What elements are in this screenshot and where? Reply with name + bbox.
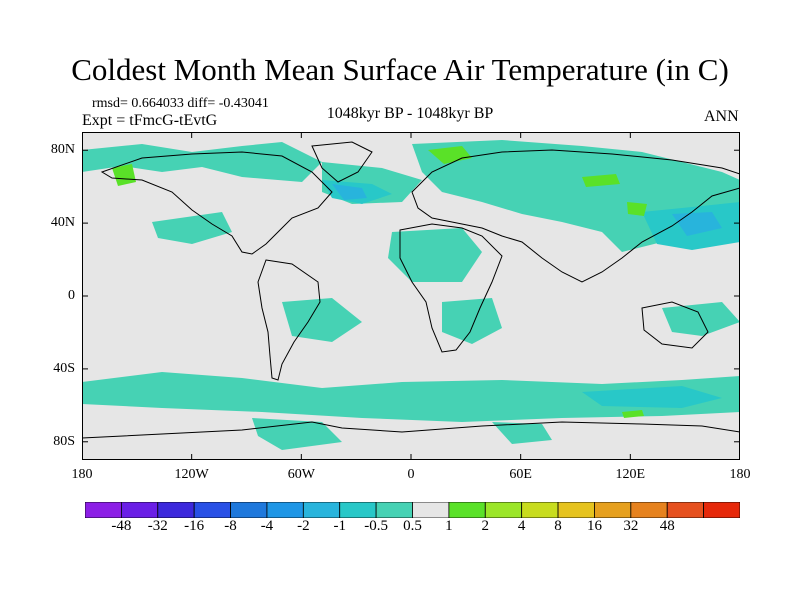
lat-tick-label: 80N bbox=[50, 142, 75, 158]
lat-tick-label: 40S bbox=[53, 360, 75, 376]
colorbar-label: -2 bbox=[297, 518, 310, 534]
colorbar-swatch bbox=[157, 502, 195, 518]
anomaly-patch bbox=[442, 298, 502, 344]
colorbar-label: -48 bbox=[111, 518, 132, 534]
lon-tick-label: 60W bbox=[287, 467, 315, 482]
lon-tick-label: 60E bbox=[509, 467, 532, 482]
chart-title: Coldest Month Mean Surface Air Temperatu… bbox=[71, 52, 729, 87]
anomaly-patches bbox=[82, 140, 740, 450]
colorbar-swatch bbox=[120, 502, 159, 518]
colorbar-label: 16 bbox=[586, 518, 602, 534]
lon-tick-label: 120W bbox=[174, 467, 209, 482]
colorbar-label: -1 bbox=[333, 518, 346, 534]
stats-annotation: rmsd= 0.664033 diff= -0.43041 bbox=[92, 96, 269, 111]
colorbar-swatch bbox=[193, 502, 231, 518]
anomaly-patch bbox=[82, 142, 322, 182]
coastline-eurasia bbox=[411, 149, 740, 283]
lon-tick-label: 0 bbox=[407, 467, 415, 482]
lat-tick-label: 0 bbox=[68, 288, 75, 303]
anomaly-patch bbox=[672, 212, 722, 236]
colorbar-swatch bbox=[85, 502, 122, 518]
anomaly-patch bbox=[82, 372, 740, 422]
anomaly-patch bbox=[332, 184, 367, 200]
anomaly-patch bbox=[152, 212, 232, 244]
anomaly-patch bbox=[428, 146, 472, 164]
colorbar-label: 48 bbox=[659, 518, 675, 534]
coastline-antarctica bbox=[82, 421, 740, 439]
colorbar-swatch bbox=[557, 502, 595, 518]
anomaly-patch bbox=[582, 174, 620, 187]
colorbar-label: 4 bbox=[517, 518, 526, 534]
colorbar-swatch bbox=[339, 502, 377, 518]
season-label: ANN bbox=[704, 108, 739, 125]
coastlines bbox=[82, 141, 740, 439]
colorbar-swatch bbox=[412, 502, 450, 518]
anomaly-patch bbox=[492, 422, 552, 444]
world-map-plot bbox=[82, 132, 740, 460]
coastline-south-america bbox=[257, 259, 321, 381]
coastline-africa bbox=[399, 223, 503, 353]
coastline-australia bbox=[641, 301, 709, 349]
colorbar-swatch bbox=[703, 502, 740, 518]
colorbar-swatch bbox=[666, 502, 705, 518]
colorbar-label: -8 bbox=[224, 518, 237, 534]
lat-tick-label: 80S bbox=[53, 433, 75, 449]
colorbar-label: -0.5 bbox=[364, 518, 388, 534]
anomaly-patch bbox=[622, 410, 644, 418]
anomaly-patch bbox=[388, 228, 482, 282]
colorbar-label: 1 bbox=[445, 518, 453, 534]
colorbar-label: 2 bbox=[481, 518, 490, 534]
lat-tick-label: 40N bbox=[50, 215, 75, 231]
colorbar-swatch bbox=[266, 502, 304, 518]
colorbar-swatch bbox=[375, 502, 413, 518]
colorbar-label: -4 bbox=[260, 518, 274, 534]
coastline-greenland bbox=[311, 141, 373, 183]
colorbar-label: -16 bbox=[184, 518, 205, 534]
colorbar-swatch bbox=[448, 502, 486, 518]
period-label: 1048kyr BP - 1048kyr BP bbox=[326, 105, 494, 122]
experiment-label: Expt = tFmcG-tEvtG bbox=[82, 112, 218, 129]
colorbar-swatch bbox=[630, 502, 668, 518]
colorbar-swatch bbox=[230, 502, 268, 518]
lon-tick-label: 180 bbox=[71, 467, 93, 482]
anomaly-patch bbox=[627, 202, 647, 216]
colorbar-swatch bbox=[302, 502, 341, 518]
colorbar-label: 32 bbox=[623, 518, 639, 534]
colorbar-label: 0.5 bbox=[403, 518, 422, 534]
colorbar-swatch bbox=[594, 502, 632, 518]
colorbar bbox=[85, 502, 740, 518]
colorbar-swatch bbox=[484, 502, 523, 518]
coastline-north-america bbox=[100, 151, 333, 255]
anomaly-patch bbox=[112, 164, 136, 186]
lon-tick-label: 120E bbox=[615, 467, 646, 482]
map-frame bbox=[82, 132, 740, 460]
colorbar-label: 8 bbox=[554, 518, 562, 534]
lon-tick-label: 180 bbox=[729, 467, 751, 482]
colorbar-swatch bbox=[521, 502, 559, 518]
colorbar-label: -32 bbox=[147, 518, 168, 534]
anomaly-patch bbox=[582, 386, 722, 408]
